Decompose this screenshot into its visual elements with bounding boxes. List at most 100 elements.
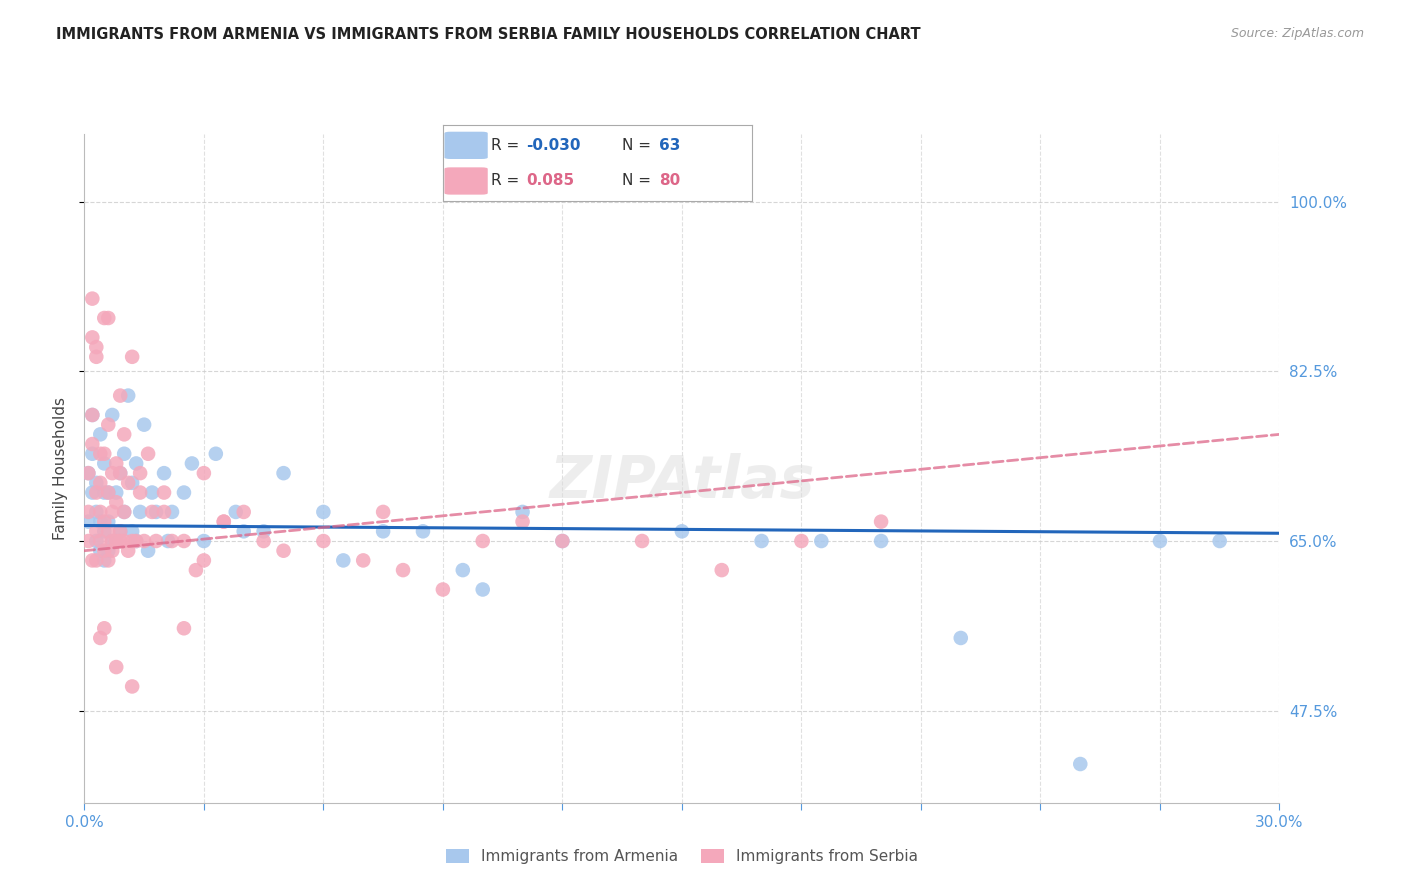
- Point: [157, 534, 180, 549]
- Point: [432, 582, 454, 597]
- Point: [82, 447, 104, 461]
- Point: [82, 437, 104, 451]
- Point: [101, 534, 124, 549]
- Point: [312, 505, 335, 519]
- Point: [112, 534, 135, 549]
- Point: [173, 621, 195, 635]
- Text: 0.085: 0.085: [526, 173, 575, 188]
- Point: [105, 534, 128, 549]
- Point: [86, 350, 108, 364]
- Point: [132, 417, 156, 432]
- Text: R =: R =: [491, 173, 524, 188]
- Point: [82, 485, 104, 500]
- Point: [153, 466, 176, 480]
- Point: [512, 505, 534, 519]
- Point: [332, 553, 354, 567]
- Point: [89, 447, 111, 461]
- Point: [97, 311, 120, 326]
- Point: [141, 505, 163, 519]
- Point: [89, 534, 111, 549]
- FancyBboxPatch shape: [444, 168, 488, 194]
- Point: [471, 582, 494, 597]
- Point: [93, 553, 115, 567]
- Point: [125, 534, 148, 549]
- Point: [82, 408, 104, 422]
- Point: [89, 515, 111, 529]
- Point: [810, 534, 832, 549]
- Text: 80: 80: [659, 173, 681, 188]
- Point: [82, 408, 104, 422]
- Point: [82, 292, 104, 306]
- Point: [105, 495, 128, 509]
- Point: [121, 534, 143, 549]
- Point: [790, 534, 813, 549]
- Point: [77, 466, 100, 480]
- Point: [710, 563, 733, 577]
- Point: [93, 311, 115, 326]
- Text: IMMIGRANTS FROM ARMENIA VS IMMIGRANTS FROM SERBIA FAMILY HOUSEHOLDS CORRELATION : IMMIGRANTS FROM ARMENIA VS IMMIGRANTS FR…: [56, 27, 921, 42]
- Point: [93, 485, 115, 500]
- Point: [112, 447, 135, 461]
- Point: [870, 534, 893, 549]
- Point: [184, 563, 207, 577]
- Point: [93, 457, 115, 471]
- Point: [97, 485, 120, 500]
- Point: [89, 631, 111, 645]
- Point: [173, 485, 195, 500]
- Point: [105, 485, 128, 500]
- Point: [86, 505, 108, 519]
- Point: [312, 534, 335, 549]
- Point: [160, 505, 183, 519]
- FancyBboxPatch shape: [444, 132, 488, 159]
- Point: [105, 534, 128, 549]
- Point: [89, 543, 111, 558]
- Point: [105, 457, 128, 471]
- Point: [110, 388, 132, 402]
- Point: [97, 515, 120, 529]
- Point: [352, 553, 374, 567]
- Point: [93, 447, 115, 461]
- Point: [173, 534, 195, 549]
- Point: [273, 466, 295, 480]
- Point: [77, 466, 100, 480]
- Legend: Immigrants from Armenia, Immigrants from Serbia: Immigrants from Armenia, Immigrants from…: [439, 842, 925, 872]
- Point: [512, 515, 534, 529]
- Point: [451, 563, 474, 577]
- Y-axis label: Family Households: Family Households: [53, 397, 69, 540]
- Point: [117, 388, 139, 402]
- Point: [136, 447, 159, 461]
- Point: [89, 505, 111, 519]
- Point: [101, 466, 124, 480]
- Point: [82, 553, 104, 567]
- Point: [145, 534, 167, 549]
- Point: [101, 408, 124, 422]
- Point: [232, 505, 254, 519]
- Point: [121, 524, 143, 539]
- Text: R =: R =: [491, 138, 524, 153]
- Point: [97, 553, 120, 567]
- Point: [93, 621, 115, 635]
- Point: [117, 543, 139, 558]
- Point: [180, 457, 204, 471]
- Point: [253, 534, 276, 549]
- Point: [870, 515, 893, 529]
- Point: [193, 466, 215, 480]
- Point: [89, 475, 111, 490]
- Point: [110, 466, 132, 480]
- Point: [112, 505, 135, 519]
- Text: Source: ZipAtlas.com: Source: ZipAtlas.com: [1230, 27, 1364, 40]
- Point: [110, 524, 132, 539]
- Point: [273, 543, 295, 558]
- Point: [117, 475, 139, 490]
- Point: [193, 534, 215, 549]
- Point: [97, 543, 120, 558]
- Point: [86, 340, 108, 354]
- Point: [105, 660, 128, 674]
- Point: [671, 524, 693, 539]
- Point: [93, 524, 115, 539]
- Point: [145, 505, 167, 519]
- Point: [110, 534, 132, 549]
- Point: [121, 475, 143, 490]
- Point: [253, 524, 276, 539]
- Point: [371, 505, 394, 519]
